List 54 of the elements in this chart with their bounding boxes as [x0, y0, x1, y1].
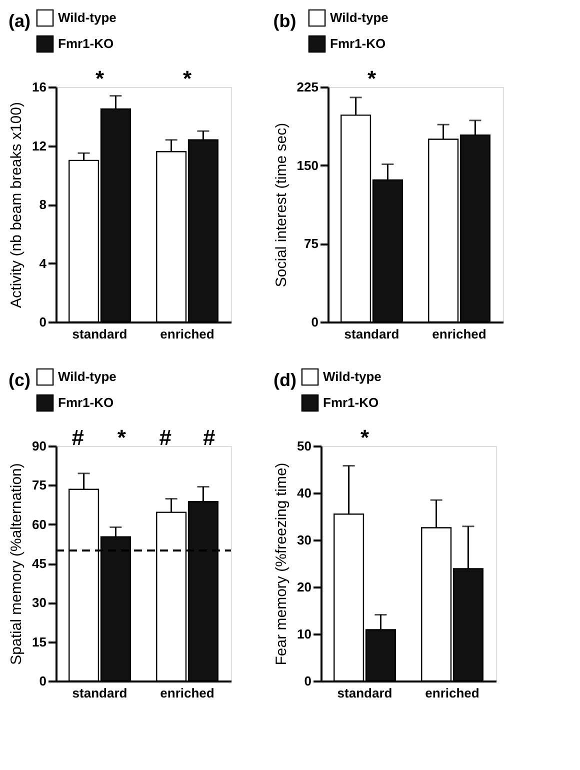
y-axis-title: Spatial memory (%alternation): [8, 463, 26, 665]
y-tick-label: 75: [32, 478, 46, 493]
annotation: *: [117, 425, 126, 450]
legend-label: Fmr1-KO: [58, 395, 114, 410]
x-tick-label: enriched: [432, 326, 486, 342]
x-tick-label: enriched: [425, 686, 480, 700]
legend-label: Wild-type: [330, 10, 388, 25]
y-tick-label: 10: [297, 626, 312, 642]
annotation: *: [182, 66, 192, 91]
y-tick-label: 40: [297, 486, 312, 500]
y-tick-label: 75: [304, 236, 318, 252]
chart-title: (d): [274, 370, 297, 390]
y-tick-label: 15: [32, 634, 46, 650]
y-tick-label: 50: [297, 438, 312, 454]
annotation: #: [203, 425, 216, 450]
y-tick-label: 225: [296, 80, 318, 94]
legend-label: Wild-type: [58, 369, 116, 384]
chart-title: (a): [8, 11, 31, 31]
annotation: #: [159, 425, 172, 450]
annotation: *: [367, 66, 376, 91]
chart-title: (c): [8, 370, 31, 390]
x-tick-label: standard: [337, 686, 392, 700]
legend-label: Wild-type: [58, 10, 116, 25]
y-tick-label: 0: [39, 314, 46, 330]
y-tick-label: 30: [32, 595, 46, 610]
y-tick-label: 16: [32, 80, 46, 94]
y-tick-label: 0: [304, 674, 312, 688]
x-tick-label: standard: [72, 326, 128, 342]
y-tick-label: 0: [311, 314, 318, 330]
y-axis-title: Fear memory (%freezing time): [273, 462, 290, 666]
y-axis-title: Activity (nb beam breaks x100): [8, 102, 26, 308]
y-tick-label: 150: [296, 158, 318, 173]
annotation: *: [95, 66, 104, 91]
y-tick-label: 30: [297, 532, 312, 548]
y-tick-label: 90: [32, 438, 46, 454]
y-axis-title: Social interest (time sec): [272, 122, 290, 288]
chart-title: (b): [273, 11, 296, 31]
legend-label: Fmr1-KO: [58, 36, 114, 51]
x-tick-label: enriched: [160, 686, 214, 700]
legend-label: Fmr1-KO: [323, 395, 379, 410]
y-tick-label: 0: [39, 674, 46, 688]
legend-label: Wild-type: [323, 369, 382, 384]
y-tick-label: 20: [297, 580, 312, 594]
x-tick-label: standard: [344, 326, 400, 342]
y-tick-label: 8: [39, 197, 46, 212]
x-tick-label: enriched: [160, 326, 214, 342]
y-tick-label: 60: [32, 516, 46, 532]
y-tick-label: 12: [32, 138, 46, 154]
x-tick-label: standard: [72, 686, 128, 700]
legend-label: Fmr1-KO: [330, 36, 386, 51]
y-tick-label: 45: [32, 556, 46, 571]
annotation: #: [72, 425, 84, 450]
annotation: *: [360, 425, 370, 450]
y-tick-label: 4: [39, 256, 48, 271]
